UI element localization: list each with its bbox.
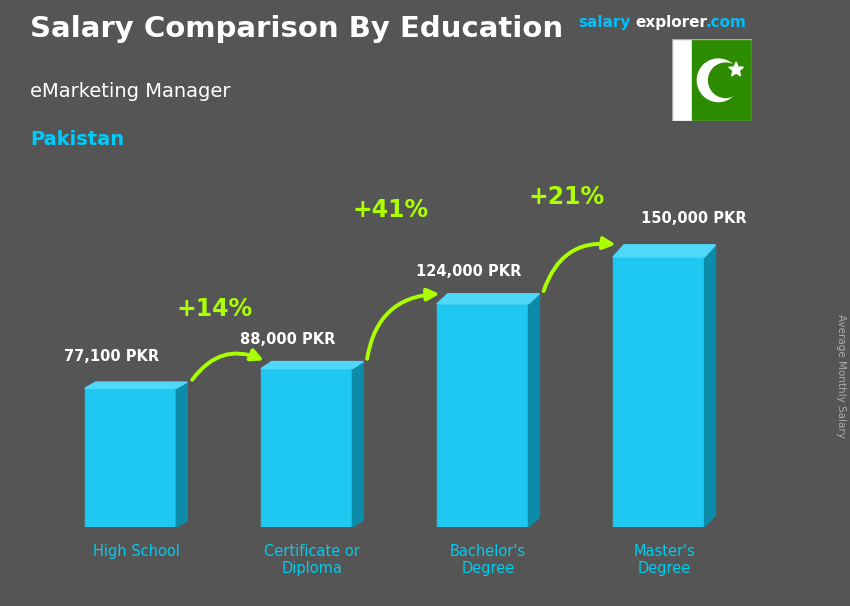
- Polygon shape: [728, 62, 744, 76]
- Text: High School: High School: [93, 544, 179, 559]
- Bar: [672, 39, 692, 121]
- Text: Master's
Degree: Master's Degree: [633, 544, 695, 576]
- Text: 150,000 PKR: 150,000 PKR: [641, 211, 747, 227]
- Text: Salary Comparison By Education: Salary Comparison By Education: [30, 15, 563, 43]
- Text: Bachelor's
Degree: Bachelor's Degree: [450, 544, 526, 576]
- Polygon shape: [705, 245, 716, 527]
- Polygon shape: [529, 294, 540, 527]
- Polygon shape: [176, 382, 187, 527]
- Text: Certificate or
Diploma: Certificate or Diploma: [264, 544, 360, 576]
- Bar: [613, 257, 705, 527]
- Polygon shape: [437, 294, 540, 304]
- Bar: [437, 304, 529, 527]
- Text: explorer: explorer: [636, 15, 708, 30]
- Text: .com: .com: [706, 15, 746, 30]
- Polygon shape: [261, 362, 363, 368]
- Text: 88,000 PKR: 88,000 PKR: [240, 331, 335, 347]
- Text: 77,100 PKR: 77,100 PKR: [64, 348, 159, 364]
- Text: +21%: +21%: [529, 185, 604, 209]
- Text: Pakistan: Pakistan: [30, 130, 124, 149]
- Bar: [692, 39, 752, 121]
- Polygon shape: [613, 245, 716, 257]
- Bar: [261, 368, 353, 527]
- Text: +41%: +41%: [353, 199, 428, 222]
- Text: Average Monthly Salary: Average Monthly Salary: [836, 314, 846, 438]
- Polygon shape: [353, 362, 363, 527]
- Circle shape: [709, 63, 743, 98]
- Text: salary: salary: [578, 15, 631, 30]
- Circle shape: [697, 59, 740, 102]
- Bar: [85, 388, 176, 527]
- Text: eMarketing Manager: eMarketing Manager: [30, 82, 230, 101]
- Polygon shape: [85, 382, 187, 388]
- Text: 124,000 PKR: 124,000 PKR: [416, 264, 521, 279]
- Text: +14%: +14%: [176, 297, 252, 321]
